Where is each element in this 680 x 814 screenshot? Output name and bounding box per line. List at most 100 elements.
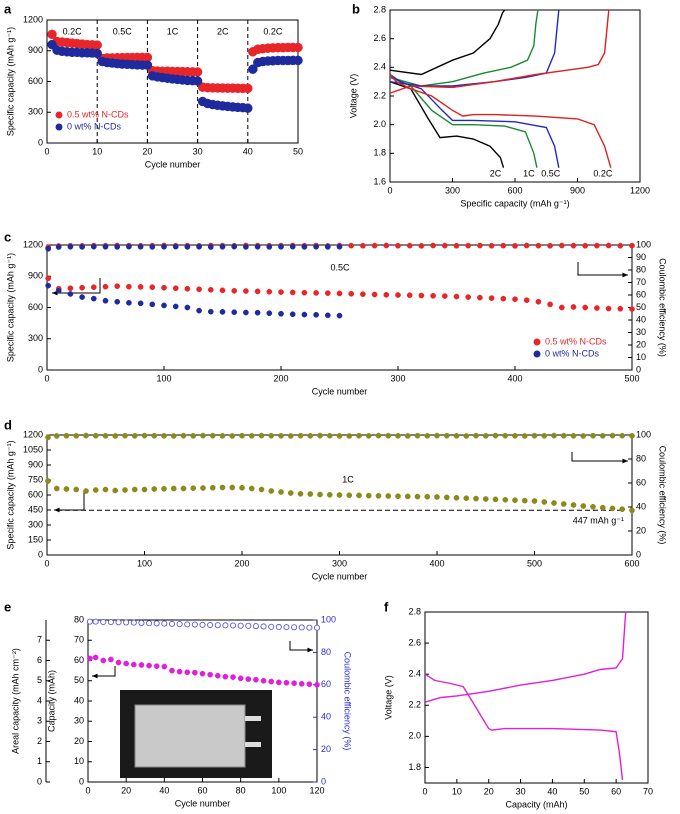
y-tick-label: 0 [79,776,84,786]
y-tick-label: 70 [74,635,84,645]
data-point [629,306,635,312]
panel-letter: c [4,229,11,244]
data-point [395,292,401,298]
data-point [404,493,411,500]
x-tick-label: 50 [293,146,303,156]
data-point [482,496,489,502]
data-point [521,497,528,504]
x-tick-label: 300 [390,373,405,383]
data-point [599,432,606,439]
data-point [301,244,308,250]
data-point [137,300,144,307]
data-point [385,493,392,499]
arrow-head [54,507,60,513]
y-tick-label: 10 [74,756,84,766]
data-point [149,244,156,250]
data-point [243,244,249,250]
data-point [237,675,244,682]
data-point [209,484,216,491]
data-point [346,492,353,499]
data-point [473,432,479,439]
y3-axis-label: Areal capacity (mAh cm⁻²) [10,648,20,754]
data-point [219,287,226,294]
data-point [170,485,177,492]
arrow-line [571,452,628,462]
x-tick-label: 500 [527,558,542,568]
data-point [214,672,221,679]
data-point [535,298,542,305]
y2-tick-label: 10 [636,352,646,362]
x-tick-label: 0 [44,558,49,568]
data-point [434,432,440,439]
data-point [141,432,148,439]
curve-label: 1C [523,168,535,178]
data-point [122,487,128,493]
x-tick-label: 100 [271,785,286,795]
data-point [453,494,460,501]
panel-letter: b [352,1,360,16]
y3-tick-label: 1 [37,756,42,766]
data-point [92,432,99,439]
data-point [465,242,472,249]
data-point [594,305,600,311]
rate-label: 0.2C [63,26,83,36]
y2-tick-label: 40 [636,501,646,511]
data-point [580,503,587,509]
data-point [629,432,635,439]
annotation: 0.5C [330,262,350,272]
y-tick-label: 20 [74,736,84,746]
data-point [605,305,612,312]
y2-tick-label: 100 [321,614,336,624]
data-point [360,242,366,249]
data-point [161,485,167,492]
y2-tick-label: 60 [321,679,331,689]
y-tick-label: 150 [28,534,43,544]
y-tick-label: 0 [38,549,43,559]
x-tick-label: 300 [445,185,460,195]
data-point [268,678,275,685]
data-point [605,242,612,249]
data-point [73,432,80,439]
x-tick-label: 0 [422,786,427,796]
data-point [67,285,74,292]
data-point [172,243,179,250]
x-tick-label: 0 [44,146,49,156]
curve [389,9,506,168]
data-point [137,284,144,290]
x-tick-label: 100 [156,373,171,383]
data-point [55,287,62,294]
data-point [107,619,114,626]
data-point [336,492,343,498]
data-point [248,432,255,439]
y-axis-label: Specific capacity (mAh g⁻¹) [5,27,15,136]
data-point [278,432,284,439]
y-tick-label: 2.2 [408,700,421,710]
data-point [324,312,331,319]
data-point [582,242,589,249]
y-tick-label: 2.2 [373,90,386,100]
data-point [149,284,156,291]
data-point [336,290,343,297]
data-point [301,289,308,296]
data-point [441,293,448,299]
data-point [222,622,229,629]
y2-tick-label: 30 [636,327,646,337]
data-point [151,486,158,492]
data-point [108,656,114,663]
data-point [324,244,331,250]
data-point [92,48,102,59]
data-point [560,501,567,507]
data-point [434,494,440,500]
data-point [100,618,107,625]
data-point [209,432,216,439]
rate-label: 1C [167,26,179,36]
y2-tick-label: 80 [636,264,646,274]
data-point [629,507,635,514]
data-point [547,301,553,308]
data-point [360,291,366,298]
data-point [254,243,261,250]
data-point [551,432,557,439]
data-point [306,624,313,631]
y-tick-label: 30 [74,716,84,726]
y-tick-label: 300 [28,107,43,117]
